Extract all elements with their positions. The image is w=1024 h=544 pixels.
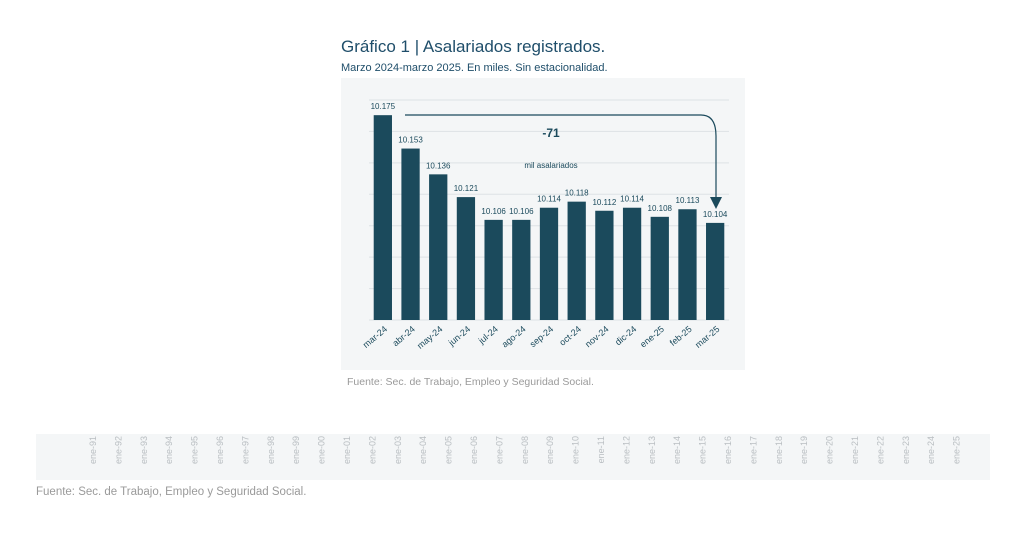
strip-tick-ene-95: ene-95	[190, 436, 200, 464]
bar-feb-25	[678, 209, 697, 320]
strip-tick-ene-15: ene-15	[698, 436, 708, 464]
strip-tick-ene-12: ene-12	[621, 436, 631, 464]
strip-tick-ene-94: ene-94	[164, 436, 174, 464]
strip-tick-ene-18: ene-18	[774, 436, 784, 464]
x-tick-ene-25: ene-25	[638, 324, 666, 350]
annotation-value: -71	[542, 126, 560, 140]
strip-tick-ene-93: ene-93	[139, 436, 149, 464]
value-label-oct-24: 10.118	[565, 189, 589, 198]
value-label-may-24: 10.136	[426, 161, 451, 170]
bar-sep-24	[539, 207, 559, 320]
strip-tick-ene-17: ene-17	[748, 436, 758, 464]
x-tick-oct-24: oct-24	[557, 324, 583, 348]
bar-ene-25	[650, 216, 669, 320]
x-tick-mar-24: mar-24	[361, 324, 389, 350]
strip-tick-ene-19: ene-19	[799, 436, 809, 464]
value-label-jul-24: 10.106	[481, 207, 506, 216]
strip-tick-ene-09: ene-09	[545, 436, 555, 464]
strip-tick-ene-91: ene-91	[88, 436, 98, 464]
bar-may-24	[429, 174, 448, 320]
strip-tick-ene-99: ene-99	[291, 436, 301, 464]
strip-tick-ene-00: ene-00	[317, 436, 327, 464]
x-tick-ago-24: ago-24	[500, 324, 528, 350]
strip-tick-ene-92: ene-92	[113, 436, 123, 464]
chart-subtitle: Marzo 2024-marzo 2025. En miles. Sin est…	[341, 62, 608, 74]
strip-tick-ene-97: ene-97	[240, 436, 250, 464]
bar-dic-24	[622, 207, 642, 320]
strip-tick-ene-14: ene-14	[672, 436, 682, 464]
chart-source: Fuente: Sec. de Trabajo, Empleo y Seguri…	[347, 376, 594, 388]
strip-tick-ene-05: ene-05	[444, 436, 454, 464]
value-label-mar-24: 10.175	[371, 102, 396, 111]
strip-tick-ene-03: ene-03	[393, 436, 403, 464]
timeline-strip	[36, 434, 990, 480]
x-tick-nov-24: nov-24	[583, 324, 611, 349]
value-label-sep-24: 10.114	[537, 195, 561, 204]
strip-tick-ene-11: ene-11	[596, 436, 606, 463]
strip-tick-ene-25: ene-25	[952, 436, 962, 464]
value-label-jun-24: 10.121	[454, 184, 479, 193]
value-label-dic-24: 10.114	[620, 195, 644, 204]
strip-tick-ene-98: ene-98	[266, 436, 276, 464]
strip-tick-ene-02: ene-02	[367, 436, 377, 464]
bar-mar-24	[373, 115, 392, 320]
x-tick-sep-24: sep-24	[528, 324, 556, 349]
value-label-nov-24: 10.112	[592, 198, 616, 207]
bar-abr-24	[401, 148, 420, 320]
timeline-ticks: ene-91 ene-92 ene-93 ene-94 ene-95 ene-96 ene-…	[88, 436, 962, 464]
strip-tick-ene-13: ene-13	[647, 436, 657, 464]
strip-tick-ene-16: ene-16	[723, 436, 733, 464]
x-tick-abr-24: abr-24	[390, 324, 416, 348]
bar-oct-24	[567, 201, 586, 320]
bar-mar-25	[706, 222, 725, 320]
annotation-text: mil asalariados	[524, 161, 577, 170]
x-tick-dic-24: dic-24	[613, 324, 638, 347]
strip-tick-ene-10: ene-10	[571, 436, 581, 464]
strip-tick-ene-96: ene-96	[215, 436, 225, 464]
value-label-ene-25: 10.108	[648, 204, 673, 213]
strip-tick-ene-24: ene-24	[926, 436, 936, 464]
timeline-source: Fuente: Sec. de Trabajo, Empleo y Seguri…	[36, 486, 307, 498]
chart-title: Gráfico 1 | Asalariados registrados.	[341, 37, 606, 56]
strip-tick-ene-23: ene-23	[901, 436, 911, 464]
bar-jun-24	[456, 197, 476, 320]
strip-tick-ene-07: ene-07	[494, 436, 504, 464]
value-label-feb-25: 10.113	[676, 196, 700, 205]
strip-tick-ene-06: ene-06	[469, 436, 479, 464]
x-tick-jun-24: jun-24	[446, 324, 472, 348]
value-label-mar-25: 10.104	[703, 210, 728, 219]
decline-arrow	[405, 114, 722, 209]
x-tick-may-24: may-24	[415, 324, 444, 351]
strip-tick-ene-22: ene-22	[875, 436, 885, 464]
strip-tick-ene-04: ene-04	[418, 436, 428, 464]
x-tick-feb-25: feb-25	[668, 324, 694, 348]
x-tick-jul-24: jul-24	[476, 324, 500, 346]
strip-tick-ene-21: ene-21	[850, 436, 860, 464]
bar-nov-24	[595, 210, 614, 320]
value-label-abr-24: 10.153	[398, 136, 423, 145]
strip-tick-ene-08: ene-08	[520, 436, 530, 464]
bar-ago-24	[512, 219, 531, 320]
strip-tick-ene-20: ene-20	[825, 436, 835, 464]
value-label-ago-24: 10.106	[509, 207, 534, 216]
x-tick-mar-25: mar-25	[693, 324, 721, 350]
strip-tick-ene-01: ene-01	[342, 436, 352, 464]
bar-jul-24	[484, 219, 503, 320]
